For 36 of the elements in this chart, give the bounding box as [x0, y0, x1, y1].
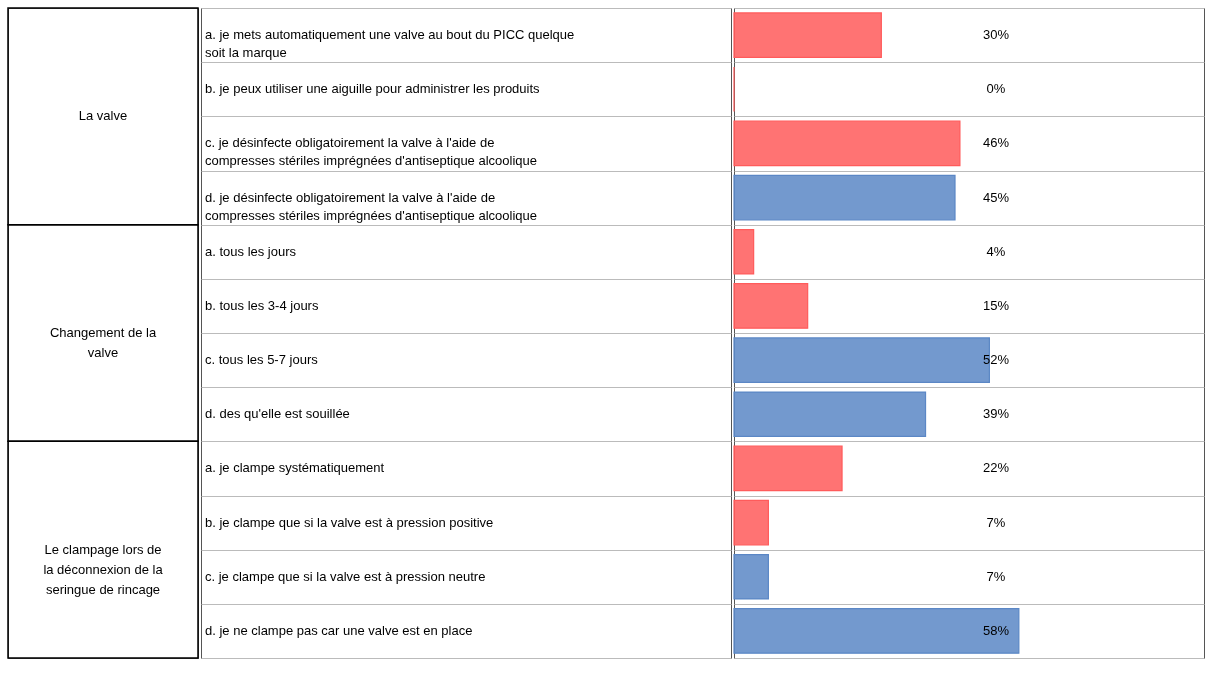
bar	[733, 499, 769, 546]
y-tick-label: b. je clampe que si la valve est à pression positive	[205, 514, 494, 530]
data-label: 30%	[982, 27, 1010, 43]
data-label: 7%	[986, 568, 1006, 584]
data-label: 22%	[982, 460, 1010, 476]
text: Le clampage lors de la déconnexion de la seringue de rincage	[43, 541, 164, 597]
y-tick-label: d. des qu'elle est souillée	[205, 406, 350, 422]
data-label: 0%	[986, 81, 1006, 97]
data-label: 58%	[982, 622, 1010, 638]
bar	[733, 120, 961, 167]
bar	[733, 553, 769, 600]
bar	[733, 228, 755, 275]
bar	[733, 391, 927, 438]
data-label: 4%	[986, 243, 1006, 259]
y-tick-label: a. je clampe systématiquement	[205, 460, 385, 476]
data-label: 39%	[982, 406, 1010, 422]
y-tick-label: b. tous les 3-4 jours	[205, 297, 319, 313]
y-tick-label: c. tous les 5-7 jours	[205, 352, 319, 368]
data-label: 46%	[982, 135, 1010, 151]
y-tick-label: a. je mets automatiquement une valve au bout du PICC quelque soit la marque	[205, 27, 575, 61]
bar	[733, 445, 843, 492]
y-tick-label: c. je clampe que si la valve est à pression neutre	[205, 568, 486, 584]
text: La valve	[78, 108, 128, 124]
data-label: 7%	[986, 514, 1006, 530]
y-tick-label: c. je désinfecte obligatoirement la valve à l'aide de compresses stériles imprégnées d'antiseptique alcoolique	[205, 135, 537, 169]
data-label: 15%	[982, 297, 1010, 313]
bar	[733, 12, 882, 58]
text: Changement de la valve	[49, 325, 157, 360]
y-tick-label: b. je peux utiliser une aiguille pour administrer les produits	[205, 81, 541, 97]
bar	[733, 608, 1020, 654]
data-label: 45%	[982, 189, 1010, 205]
bar	[733, 174, 956, 221]
y-tick-label: d. je ne clampe pas car une valve est en place	[205, 622, 473, 638]
bar	[733, 283, 809, 329]
y-tick-label: d. je désinfecte obligatoirement la valve à l'aide de compresses stériles imprégnées d'antiseptique alcoolique	[205, 189, 537, 223]
y-tick-label: a. tous les jours	[205, 243, 297, 259]
